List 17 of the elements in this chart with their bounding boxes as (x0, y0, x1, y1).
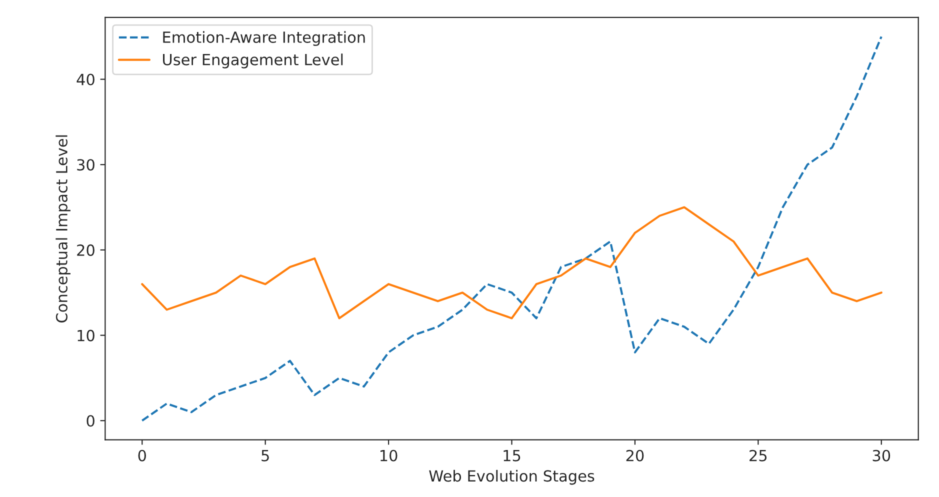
x-tick-label: 0 (138, 450, 146, 462)
legend-label: Emotion-Aware Integration (163, 31, 365, 46)
y-axis-title: Conceptual Impact Level (56, 135, 70, 322)
x-tick-label: 25 (750, 450, 767, 462)
x-tick-label: 30 (872, 450, 890, 462)
y-tick-label: 30 (77, 159, 94, 171)
y-tick-label: 0 (86, 415, 94, 427)
line-series (141, 206, 882, 320)
y-tick-label: 20 (77, 244, 94, 256)
x-tick-label: 15 (504, 450, 520, 462)
legend-label: User Engagement Level (163, 54, 343, 68)
y-tick-label: 40 (76, 74, 94, 86)
x-tick-label: 20 (626, 450, 644, 462)
x-axis-title: Web Evolution Stages (429, 470, 594, 485)
x-tick-label: 10 (380, 450, 398, 462)
y-tick-label: 10 (78, 330, 94, 342)
x-tick-label: 5 (262, 450, 269, 462)
